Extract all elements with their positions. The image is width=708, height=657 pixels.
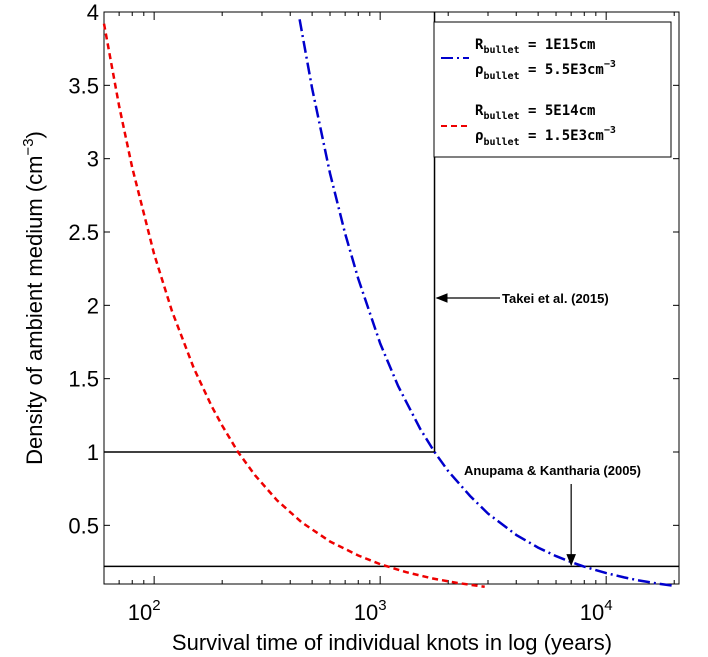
legend-entry-1-line-2: ρbullet = 5.5E3cm−3 [475, 59, 616, 82]
annotations: Takei et al. (2015) Anupama & Kantharia (… [435, 291, 641, 567]
series-lines [102, 19, 675, 589]
y-tick-label: 3.5 [68, 73, 99, 98]
y-axis-label: Density of ambient medium (cm−3) [20, 131, 47, 465]
annotation-anupama: Anupama & Kantharia (2005) [464, 463, 641, 478]
x-axis-label: Survival time of individual knots in log… [172, 630, 612, 655]
y-tick-label: 0.5 [68, 513, 99, 538]
x-tick-label: 102 [128, 597, 161, 625]
y-tick-label: 1.5 [68, 367, 99, 392]
annotation-takei: Takei et al. (2015) [502, 291, 609, 306]
plot-frame [103, 11, 680, 585]
y-tick-label: 2.5 [68, 220, 99, 245]
series-line-2 [102, 23, 485, 589]
y-tick-label: 3 [87, 147, 99, 172]
x-tick-label: 103 [354, 597, 387, 625]
legend-entry-1-line-1: Rbullet = 1E15cm [475, 37, 595, 56]
legend-entry-2-line-1: Rbullet = 5E14cm [475, 103, 595, 122]
y-tick-label: 4 [87, 0, 99, 25]
series-line-1 [298, 19, 675, 588]
axis-ticks [103, 11, 679, 584]
tick-labels: 0.5 1 1.5 2 2.5 3 3.5 4 102 103 104 [68, 0, 612, 625]
legend: Rbullet = 1E15cm ρbullet = 5.5E3cm−3 Rbu… [433, 21, 672, 158]
legend-box [433, 21, 672, 158]
y-tick-label: 2 [87, 293, 99, 318]
legend-entry-2-line-2: ρbullet = 1.5E3cm−3 [475, 125, 616, 148]
x-tick-label: 104 [580, 597, 613, 625]
y-tick-label: 1 [87, 440, 99, 465]
